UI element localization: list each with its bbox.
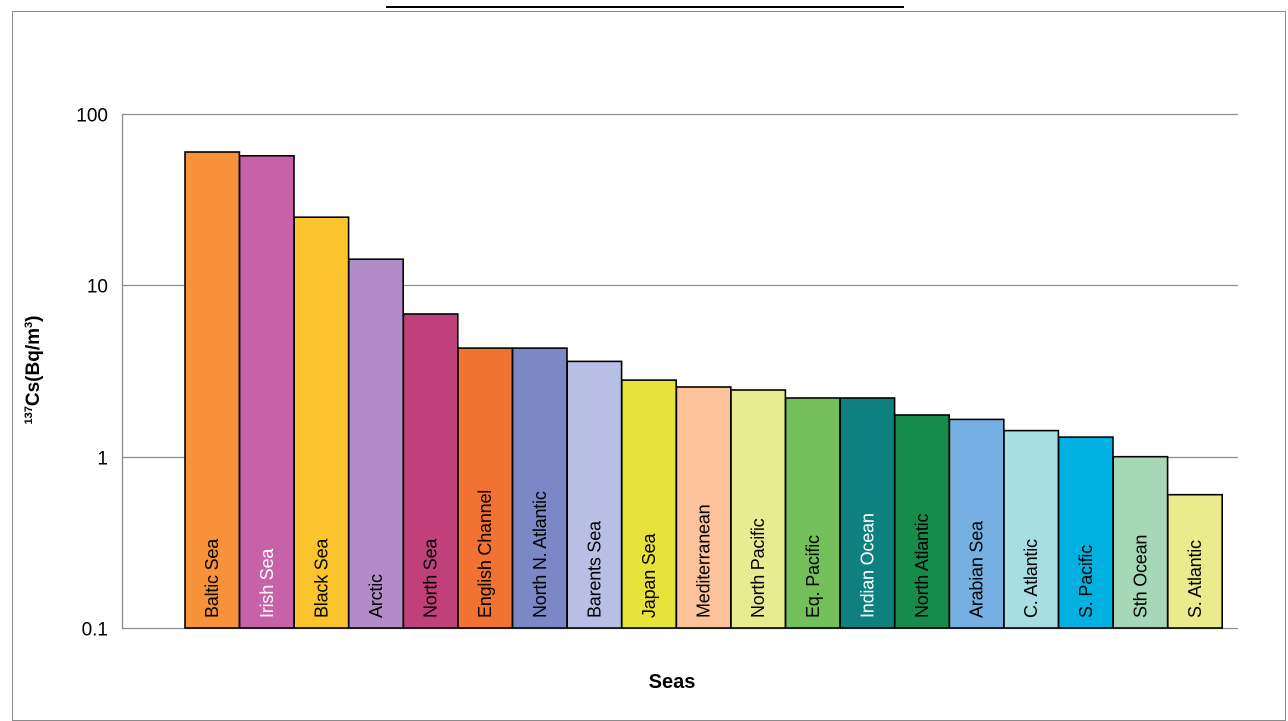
bar-label: S. Pacific [1076, 545, 1096, 618]
bar-chart: Baltic Sea Irish Sea Black Sea Arctic North … [76, 106, 1238, 641]
bar-label: North Sea [421, 538, 441, 618]
bar [1112, 455, 1169, 629]
bar [1057, 436, 1114, 629]
bar [620, 379, 677, 629]
bar [238, 155, 295, 629]
bar-label: Arctic [366, 574, 386, 618]
bars: Baltic Sea Irish Sea Black Sea Arctic North … [184, 151, 1224, 629]
y-tick-label: 1 [97, 449, 108, 470]
bar-label: Barents Sea [584, 520, 604, 618]
bar [1003, 429, 1060, 629]
bar-label: Japan Sea [639, 533, 659, 618]
y-axis-label-unit-exponent: 3 [23, 321, 35, 328]
bar [457, 347, 514, 629]
y-tick-label: 10 [87, 277, 108, 298]
y-tick-labels: 0.1 1 10 100 [76, 106, 108, 641]
bar-label: Eq. Pacific [803, 535, 823, 618]
y-axis-label-main: Cs(Bq/m [23, 327, 44, 407]
bar-label: North Pacific [748, 518, 768, 618]
bar [1167, 493, 1224, 629]
top-rule [386, 6, 904, 8]
y-tick-label: 100 [76, 106, 108, 127]
bar [566, 360, 623, 629]
bar [784, 397, 841, 629]
bar-label: Irish Sea [257, 548, 277, 618]
bar-label: Mediterranean [694, 505, 714, 618]
y-axis-label: 137Cs(Bq/m3) [23, 316, 45, 425]
bar [730, 389, 787, 629]
bar-label: English Channel [475, 490, 495, 618]
bar-label: North Atlantic [912, 514, 932, 618]
y-axis-label-close: ) [23, 315, 44, 322]
bar [511, 347, 568, 629]
bar-label: Sth Ocean [1130, 535, 1150, 618]
bar-label: C. Atlantic [1021, 539, 1041, 618]
y-axis-label-isotope: 137 [23, 406, 35, 425]
bar-label: Black Sea [311, 538, 331, 618]
y-tick-label: 0.1 [82, 620, 108, 641]
bar-label: Baltic Sea [202, 538, 222, 618]
bar-label: Indian Ocean [857, 513, 877, 618]
bar-label: S. Atlantic [1185, 540, 1205, 618]
x-axis-label: Seas [648, 671, 696, 693]
bar [293, 216, 350, 629]
bar [347, 258, 404, 629]
bar-label: Arabian Sea [967, 520, 987, 618]
bar [839, 397, 896, 629]
bar-label: North N. Atlantic [530, 491, 550, 618]
bar [948, 418, 1005, 629]
bar [893, 414, 950, 629]
